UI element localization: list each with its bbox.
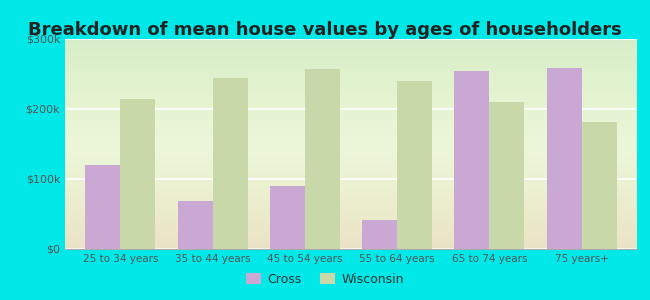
Bar <box>305 69 340 249</box>
Bar <box>397 81 432 249</box>
Text: Breakdown of mean house values by ages of householders: Breakdown of mean house values by ages o… <box>28 21 622 39</box>
Legend: Cross, Wisconsin: Cross, Wisconsin <box>241 268 409 291</box>
Bar <box>489 102 525 249</box>
Bar <box>270 186 305 249</box>
Bar <box>547 68 582 249</box>
Bar <box>213 77 248 249</box>
Bar <box>582 122 617 249</box>
Bar <box>177 201 213 249</box>
Bar <box>454 70 489 249</box>
Bar <box>85 165 120 249</box>
Bar <box>120 98 155 249</box>
Bar <box>362 220 397 249</box>
